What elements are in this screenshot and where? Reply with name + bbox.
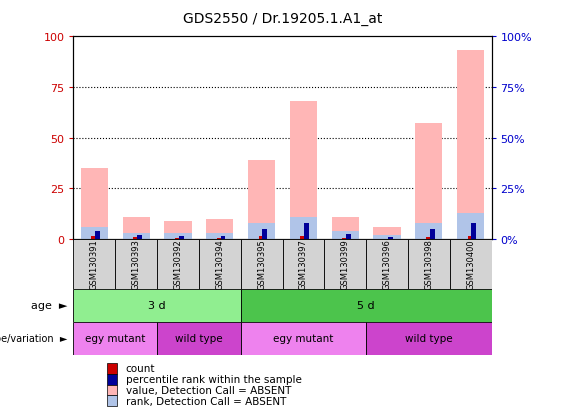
Bar bbox=[373, 235, 401, 240]
Bar bbox=[95, 231, 100, 240]
Bar bbox=[429, 230, 434, 240]
Text: GDS2550 / Dr.19205.1.A1_at: GDS2550 / Dr.19205.1.A1_at bbox=[183, 12, 382, 26]
Bar bbox=[73, 322, 157, 355]
Text: wild type: wild type bbox=[405, 334, 453, 344]
Bar bbox=[175, 239, 181, 240]
Bar bbox=[471, 223, 476, 240]
Text: GSM130400: GSM130400 bbox=[466, 239, 475, 290]
Bar bbox=[304, 223, 309, 240]
Bar bbox=[220, 237, 225, 240]
Bar bbox=[366, 240, 408, 289]
Text: GSM130397: GSM130397 bbox=[299, 239, 308, 290]
Bar bbox=[107, 385, 118, 396]
Bar bbox=[290, 102, 317, 240]
Bar bbox=[241, 289, 492, 322]
Bar bbox=[457, 213, 484, 240]
Bar bbox=[332, 217, 359, 240]
Bar bbox=[107, 396, 118, 406]
Bar bbox=[137, 235, 142, 240]
Bar bbox=[107, 374, 118, 385]
Bar bbox=[342, 239, 348, 240]
Bar bbox=[217, 239, 223, 240]
Text: rank, Detection Call = ABSENT: rank, Detection Call = ABSENT bbox=[125, 396, 286, 406]
Bar bbox=[81, 228, 108, 240]
Bar bbox=[81, 169, 108, 240]
Text: GSM130398: GSM130398 bbox=[424, 239, 433, 290]
Bar bbox=[92, 237, 97, 240]
Text: wild type: wild type bbox=[175, 334, 223, 344]
Bar bbox=[262, 230, 267, 240]
Text: GSM130395: GSM130395 bbox=[257, 239, 266, 290]
Bar bbox=[415, 124, 442, 240]
Bar bbox=[107, 363, 118, 374]
Bar bbox=[388, 237, 393, 240]
Text: egy mutant: egy mutant bbox=[85, 334, 145, 344]
Bar bbox=[164, 233, 192, 240]
Text: GSM130393: GSM130393 bbox=[132, 239, 141, 290]
Text: age  ►: age ► bbox=[32, 301, 68, 311]
Bar bbox=[241, 240, 282, 289]
Bar bbox=[384, 239, 390, 240]
Bar bbox=[157, 322, 241, 355]
Bar bbox=[248, 223, 275, 240]
Bar bbox=[199, 240, 241, 289]
Bar bbox=[259, 237, 264, 240]
Bar bbox=[324, 240, 366, 289]
Bar bbox=[373, 228, 401, 240]
Bar bbox=[164, 221, 192, 240]
Bar bbox=[73, 289, 241, 322]
Text: value, Detection Call = ABSENT: value, Detection Call = ABSENT bbox=[125, 385, 291, 395]
Text: GSM130399: GSM130399 bbox=[341, 239, 350, 290]
Bar bbox=[468, 237, 473, 240]
Bar bbox=[301, 237, 306, 240]
Text: egy mutant: egy mutant bbox=[273, 334, 333, 344]
Bar bbox=[332, 231, 359, 240]
Bar bbox=[133, 238, 139, 240]
Bar bbox=[157, 240, 199, 289]
Bar bbox=[415, 223, 442, 240]
Text: GSM130392: GSM130392 bbox=[173, 239, 182, 290]
Text: GSM130394: GSM130394 bbox=[215, 239, 224, 290]
Bar bbox=[123, 233, 150, 240]
Bar bbox=[457, 51, 484, 240]
Bar bbox=[450, 240, 492, 289]
Bar bbox=[241, 322, 366, 355]
Bar bbox=[206, 219, 233, 240]
Text: 3 d: 3 d bbox=[148, 301, 166, 311]
Bar bbox=[123, 217, 150, 240]
Bar bbox=[73, 240, 115, 289]
Text: 5 d: 5 d bbox=[357, 301, 375, 311]
Text: genotype/variation  ►: genotype/variation ► bbox=[0, 334, 68, 344]
Text: count: count bbox=[125, 363, 155, 373]
Bar bbox=[366, 322, 492, 355]
Text: percentile rank within the sample: percentile rank within the sample bbox=[125, 374, 302, 384]
Bar bbox=[248, 161, 275, 240]
Text: GSM130391: GSM130391 bbox=[90, 239, 99, 290]
Text: GSM130396: GSM130396 bbox=[383, 239, 392, 290]
Bar bbox=[290, 217, 317, 240]
Bar bbox=[179, 237, 184, 240]
Bar bbox=[282, 240, 324, 289]
Bar bbox=[206, 233, 233, 240]
Bar bbox=[408, 240, 450, 289]
Bar bbox=[346, 235, 351, 240]
Bar bbox=[115, 240, 157, 289]
Bar bbox=[426, 238, 432, 240]
